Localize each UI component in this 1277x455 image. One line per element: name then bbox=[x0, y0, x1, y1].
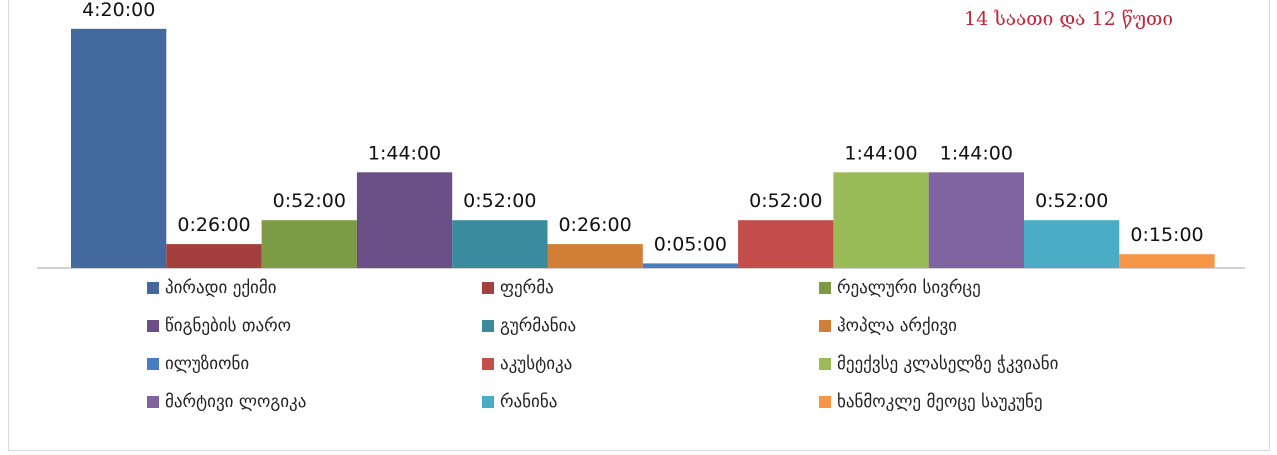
legend-swatch bbox=[819, 396, 831, 408]
legend-label: ფერმა bbox=[500, 278, 554, 298]
legend-item-11: რანინა bbox=[482, 390, 557, 414]
legend-item-3: რეალური სივრცე bbox=[819, 276, 981, 300]
legend-item-4: წიგნების თარო bbox=[147, 314, 291, 338]
bar-6 bbox=[547, 244, 643, 268]
bar-3 bbox=[261, 220, 357, 268]
bar-8 bbox=[738, 220, 834, 268]
data-label-2: 0:26:00 bbox=[177, 214, 250, 236]
legend-swatch bbox=[819, 320, 831, 332]
bar-11 bbox=[1024, 220, 1120, 268]
legend-label: მეექვსე კლასელზე ჭკვიანი bbox=[837, 354, 1059, 374]
bar-chart: 4:20:00 0:26:00 0:52:00 1:44:00 0:52:00 0:26:… bbox=[37, 0, 1245, 269]
legend-item-8: აკუსტიკა bbox=[482, 352, 572, 376]
legend-item-6: ჰოპლა არქივი bbox=[819, 314, 957, 338]
data-label-3: 0:52:00 bbox=[273, 190, 346, 212]
bar-9 bbox=[833, 172, 929, 268]
data-label-9: 1:44:00 bbox=[844, 142, 917, 164]
data-label-5: 0:52:00 bbox=[463, 190, 536, 212]
data-label-1: 4:20:00 bbox=[82, 0, 155, 21]
chart-frame: 4:20:00 0:26:00 0:52:00 1:44:00 0:52:00 0:26:… bbox=[8, 0, 1270, 451]
legend-swatch bbox=[147, 282, 159, 294]
legend-item-7: ილუზიონი bbox=[147, 352, 249, 376]
data-label-4: 1:44:00 bbox=[368, 142, 441, 164]
legend-swatch bbox=[147, 396, 159, 408]
legend-swatch bbox=[147, 358, 159, 370]
legend-label: ხანმოკლე მეოცე საუკუნე bbox=[837, 392, 1043, 412]
legend-label: გურმანია bbox=[500, 316, 577, 336]
legend-swatch bbox=[482, 282, 494, 294]
bar-2 bbox=[166, 244, 262, 268]
legend-label: წიგნების თარო bbox=[165, 316, 292, 336]
legend-swatch bbox=[147, 320, 159, 332]
legend-swatch bbox=[819, 282, 831, 294]
data-label-7: 0:05:00 bbox=[654, 233, 727, 255]
legend-label: რეალური სივრცე bbox=[837, 278, 981, 298]
bar-12 bbox=[1119, 254, 1215, 268]
bar-5 bbox=[452, 220, 548, 268]
legend-item-2: ფერმა bbox=[482, 276, 554, 300]
data-label-8: 0:52:00 bbox=[749, 190, 822, 212]
bar-7 bbox=[642, 263, 739, 268]
data-label-6: 0:26:00 bbox=[558, 214, 631, 236]
bar-4 bbox=[356, 172, 453, 268]
legend-swatch bbox=[482, 358, 494, 370]
legend-label: პირადი ექიმი bbox=[165, 278, 277, 298]
legend-label: მარტივი ლოგიკა bbox=[165, 392, 307, 412]
legend-swatch bbox=[482, 320, 494, 332]
legend-item-12: ხანმოკლე მეოცე საუკუნე bbox=[819, 390, 1043, 414]
legend-item-1: პირადი ექიმი bbox=[147, 276, 277, 300]
legend-label: ილუზიონი bbox=[165, 354, 250, 374]
bar-10 bbox=[928, 172, 1024, 268]
legend-label: აკუსტიკა bbox=[500, 354, 573, 374]
bar-1 bbox=[71, 28, 167, 268]
data-label-12: 0:15:00 bbox=[1130, 224, 1203, 246]
legend-swatch bbox=[819, 358, 831, 370]
legend-item-5: გურმანია bbox=[482, 314, 576, 338]
legend-swatch bbox=[482, 396, 494, 408]
data-label-10: 1:44:00 bbox=[940, 142, 1013, 164]
legend-label: ჰოპლა არქივი bbox=[837, 316, 957, 336]
total-duration-annotation: 14 საათი და 12 წუთი bbox=[964, 8, 1173, 30]
legend-item-9: მეექვსე კლასელზე ჭკვიანი bbox=[819, 352, 1058, 376]
legend-label: რანინა bbox=[500, 392, 558, 412]
legend-item-10: მარტივი ლოგიკა bbox=[147, 390, 306, 414]
data-label-11: 0:52:00 bbox=[1035, 190, 1108, 212]
